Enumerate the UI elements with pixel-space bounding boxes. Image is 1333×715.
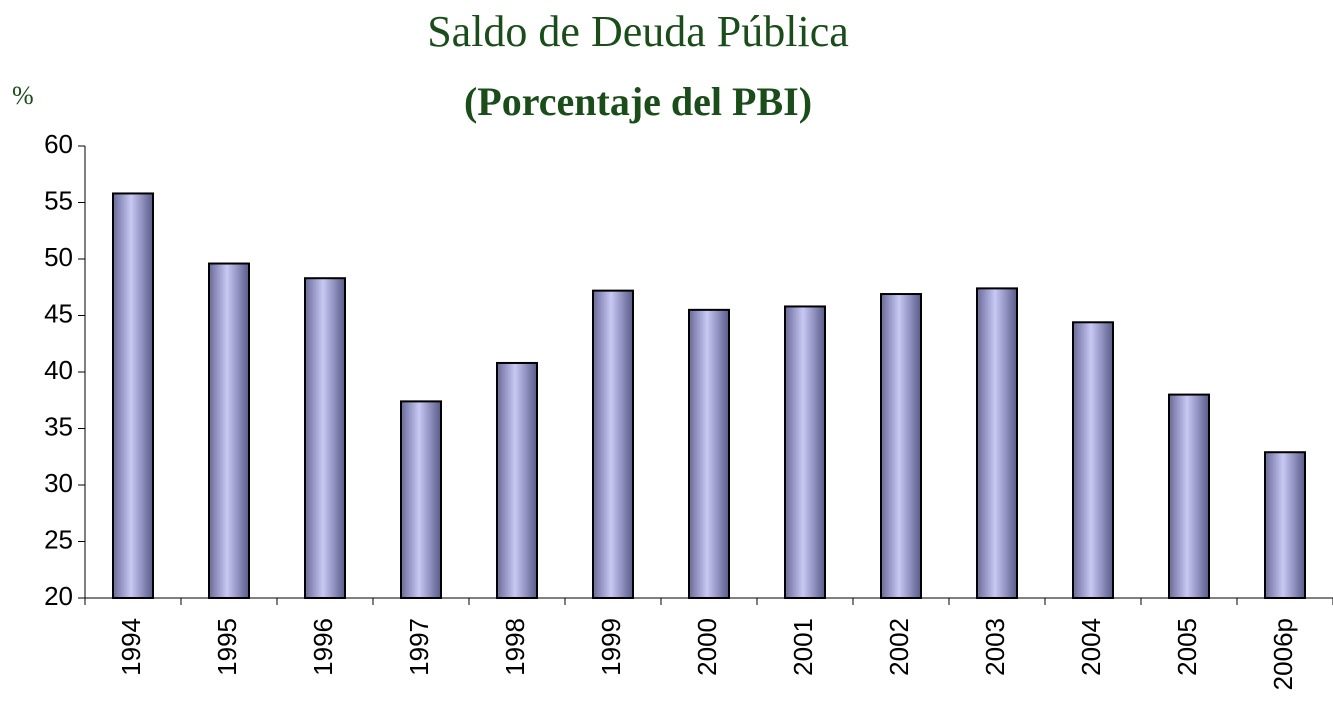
y-tick-label: 55 — [44, 185, 73, 215]
x-tick-label: 2005 — [1172, 618, 1202, 676]
y-axis-label: % — [12, 81, 34, 110]
bar — [1168, 393, 1210, 599]
x-tick-label: 2004 — [1076, 618, 1106, 676]
bar — [112, 192, 154, 600]
x-tick-label: 1997 — [404, 618, 434, 676]
bar — [592, 289, 634, 599]
y-tick-label: 40 — [44, 355, 73, 385]
bar — [208, 262, 250, 599]
bar — [400, 400, 442, 599]
x-tick-label: 2001 — [788, 618, 818, 676]
bar — [304, 277, 346, 599]
bar — [496, 361, 538, 599]
y-tick-label: 30 — [44, 468, 73, 498]
bar — [976, 287, 1018, 599]
bar — [880, 293, 922, 599]
chart-title: Saldo de Deuda Pública — [427, 7, 849, 56]
x-tick-label: 1999 — [596, 618, 626, 676]
y-tick-label: 60 — [44, 129, 73, 159]
x-tick-label: 1995 — [212, 618, 242, 676]
x-tick-label: 2000 — [692, 618, 722, 676]
x-tick-label: 2006p — [1268, 618, 1298, 690]
x-tick-label: 1998 — [500, 618, 530, 676]
y-tick-label: 35 — [44, 411, 73, 441]
chart-subtitle: (Porcentaje del PBI) — [464, 79, 812, 124]
x-tick-label: 1994 — [116, 618, 146, 676]
y-tick-label: 20 — [44, 581, 73, 611]
x-tick-label: 2002 — [884, 618, 914, 676]
x-tick-label: 1996 — [308, 618, 338, 676]
bar — [784, 305, 826, 599]
y-tick-label: 45 — [44, 298, 73, 328]
y-tick-label: 25 — [44, 524, 73, 554]
bar — [1264, 451, 1306, 600]
x-tick-label: 2003 — [980, 618, 1010, 676]
bar — [1072, 321, 1114, 599]
y-tick-label: 50 — [44, 242, 73, 272]
bar — [688, 308, 730, 599]
